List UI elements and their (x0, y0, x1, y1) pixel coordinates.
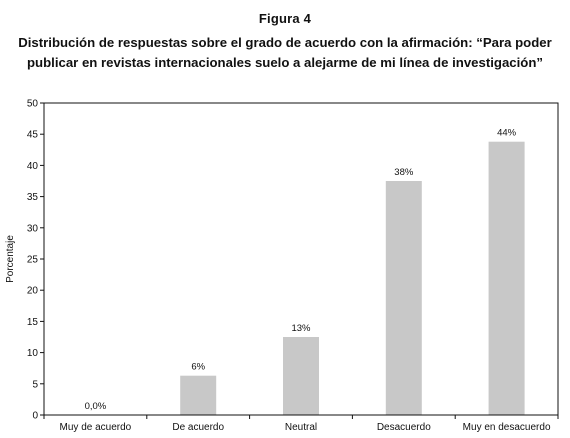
chart-title-line-2: publicar en revistas internacionales sue… (27, 55, 543, 70)
y-tick-label: 20 (27, 286, 39, 297)
data-label: 6% (191, 362, 205, 373)
bar (283, 337, 319, 415)
data-label: 0,0% (85, 401, 107, 412)
y-tick-label: 10 (27, 348, 39, 359)
x-tick-label: Muy de acuerdo (60, 422, 132, 433)
bar (385, 181, 422, 415)
y-axis-title: Porcentaje (5, 235, 16, 283)
data-label: 13% (291, 323, 311, 334)
plot-frame (43, 102, 559, 416)
y-tick-label: 40 (27, 161, 39, 172)
x-tick-label: Desacuerdo (377, 422, 431, 433)
bar (488, 141, 525, 416)
y-tick-label: 25 (27, 255, 39, 266)
y-axis: 0 5 10 15 20 25 30 35 40 45 50 (27, 99, 44, 422)
x-axis: Muy de acuerdo De acuerdo Neutral Desacuerd… (43, 415, 559, 433)
bars (180, 141, 525, 416)
y-tick-label: 50 (27, 99, 39, 110)
figure-label: Figura 4 (258, 11, 312, 26)
y-tick-label: 0 (32, 411, 38, 422)
y-tick-label: 45 (27, 130, 39, 141)
y-tick-label: 30 (27, 223, 39, 234)
chart-title: Distribución de respuestas sobre el grad… (0, 33, 570, 73)
data-label: 44% (497, 128, 517, 139)
bar (180, 375, 217, 415)
x-tick-label: Muy en desacuerdo (463, 422, 551, 433)
y-tick-label: 15 (27, 317, 39, 328)
x-tick-label: De acuerdo (172, 422, 224, 433)
x-tick-label: Neutral (285, 422, 317, 433)
y-tick-label: 5 (32, 379, 38, 390)
chart-title-line-1: Distribución de respuestas sobre el grad… (18, 35, 552, 50)
data-label: 38% (394, 167, 414, 178)
data-labels: 0,0% 6% 13% 38% 44% (85, 128, 517, 412)
y-tick-label: 35 (27, 192, 39, 203)
